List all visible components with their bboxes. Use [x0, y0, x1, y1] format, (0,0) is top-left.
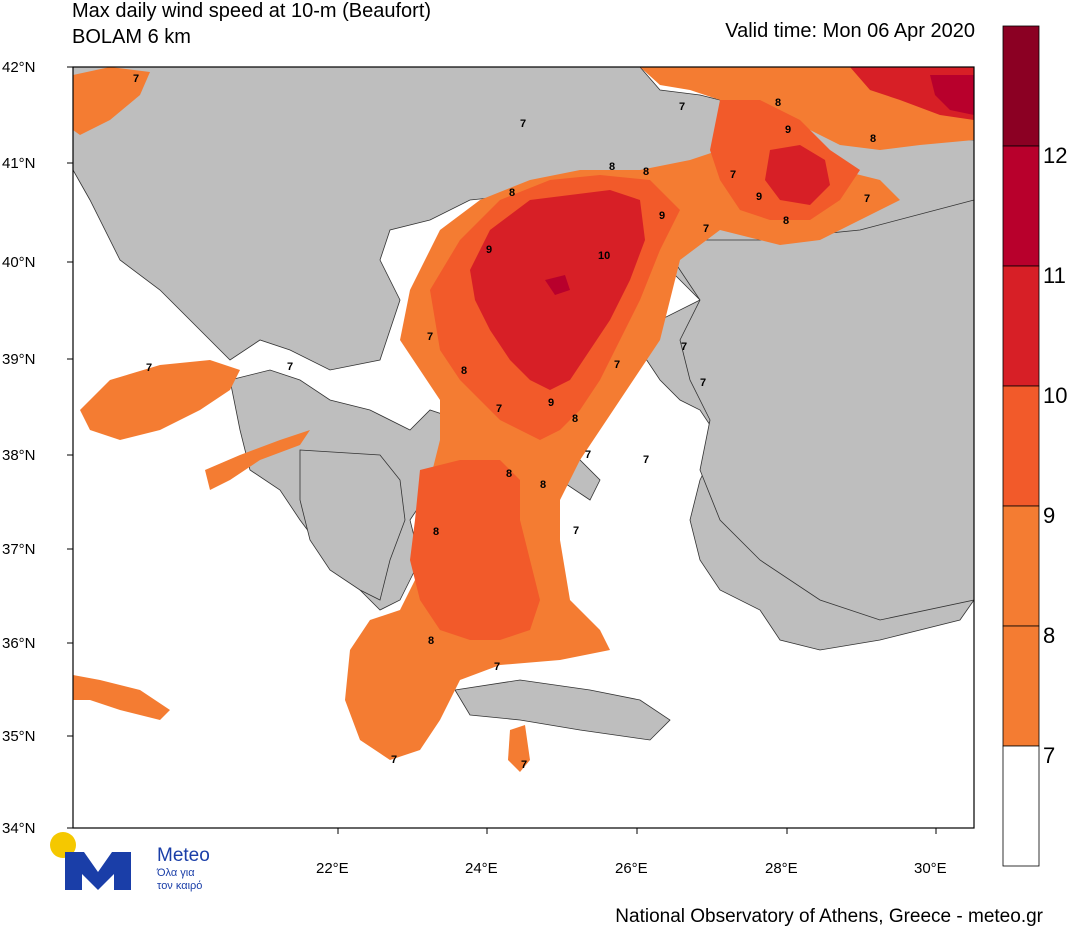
colorbar-label: 12	[1043, 143, 1067, 168]
colorbar-label: 11	[1043, 263, 1066, 288]
contour-label: 7	[520, 118, 526, 130]
x-tick-label: 28°E	[765, 860, 798, 877]
colorbar-bin-12	[1002, 25, 1040, 147]
colorbar-bin-7	[1002, 625, 1040, 747]
y-tick-label: 41°N	[2, 155, 36, 172]
contour-label: 8	[540, 479, 546, 491]
contour-label: 9	[659, 210, 665, 222]
contour-labels: 7 7 8 7 8 8 9 8 9 8 7 8 9 10 9 7 7 7 8 9…	[133, 73, 876, 771]
contour-label: 9	[548, 397, 554, 409]
bf7-area-ionian	[80, 360, 240, 440]
contour-label: 7	[133, 73, 139, 85]
y-tick-label: 37°N	[2, 541, 36, 558]
x-tick-label: 22°E	[316, 860, 349, 877]
model-name: BOLAM 6 km	[72, 26, 191, 48]
colorbar-bin-below-7	[1002, 745, 1040, 867]
x-tick-label: 26°E	[615, 860, 648, 877]
contour-label: 7	[585, 449, 591, 461]
colorbar-bin-11	[1002, 145, 1040, 267]
wind-speed-shading	[73, 67, 974, 772]
contour-label: 7	[643, 454, 649, 466]
contour-label: 7	[573, 525, 579, 537]
axis-ticks	[67, 66, 937, 834]
colorbar-bin-9	[1002, 385, 1040, 507]
contour-label: 7	[496, 403, 502, 415]
bf8-area-cyclades	[410, 460, 540, 640]
bf7-area-northwest	[73, 67, 150, 135]
contour-label: 8	[509, 187, 515, 199]
logo-tagline-2: τον καιρό	[157, 880, 203, 892]
contour-label: 7	[614, 359, 620, 371]
contour-label: 7	[679, 101, 685, 113]
contour-label: 7	[427, 331, 433, 343]
contour-label: 7	[494, 661, 500, 673]
contour-label: 8	[433, 526, 439, 538]
colorbar-bin-8	[1002, 505, 1040, 627]
contour-label: 7	[700, 377, 706, 389]
map-title: Max daily wind speed at 10-m (Beaufort)	[72, 0, 432, 22]
contour-label: 8	[461, 365, 467, 377]
y-tick-label: 36°N	[2, 635, 36, 652]
y-tick-label: 34°N	[2, 820, 36, 837]
bf10-area	[545, 275, 570, 295]
colorbar-bin-10	[1002, 265, 1040, 387]
contour-label: 8	[870, 133, 876, 145]
bf7-area-kasos	[508, 725, 530, 772]
contour-label: 8	[775, 97, 781, 109]
y-tick-label: 40°N	[2, 254, 36, 271]
y-tick-label: 42°N	[2, 59, 36, 76]
contour-label: 7	[146, 362, 152, 374]
y-tick-label: 39°N	[2, 351, 36, 368]
x-tick-label: 24°E	[465, 860, 498, 877]
contour-label: 8	[609, 161, 615, 173]
source-credit: National Observatory of Athens, Greece -…	[615, 906, 1043, 927]
contour-label: 9	[486, 244, 492, 256]
contour-label: 7	[730, 169, 736, 181]
bf10-area-blacksea	[930, 75, 974, 115]
colorbar-label: 8	[1043, 623, 1055, 648]
contour-label: 9	[756, 191, 762, 203]
contour-label: 8	[572, 413, 578, 425]
contour-label: 8	[428, 635, 434, 647]
x-tick-label: 30°E	[914, 860, 947, 877]
bf7-area-libya	[73, 675, 170, 720]
logo-tagline-1: Όλα για	[157, 867, 195, 879]
contour-label: 10	[598, 250, 610, 262]
contour-label: 9	[785, 124, 791, 136]
contour-label: 7	[521, 759, 527, 771]
valid-time: Valid time: Mon 06 Apr 2020	[725, 20, 975, 42]
y-tick-label: 38°N	[2, 447, 36, 464]
contour-label: 7	[287, 361, 293, 373]
map-frame	[72, 66, 975, 829]
contour-label: 8	[643, 166, 649, 178]
contour-label: 7	[703, 223, 709, 235]
meteo-logo-icon	[50, 832, 131, 890]
colorbar-label: 9	[1043, 503, 1055, 528]
contour-label: 7	[391, 754, 397, 766]
logo-name: Meteo	[157, 845, 210, 866]
bf9-area-marmara	[765, 145, 830, 205]
y-tick-label: 35°N	[2, 728, 36, 745]
colorbar	[1002, 25, 1040, 867]
colorbar-label: 7	[1043, 743, 1055, 768]
contour-label: 7	[864, 193, 870, 205]
colorbar-label: 10	[1043, 383, 1067, 408]
meteo-logo: Meteo Όλα για τον καιρό	[157, 845, 210, 893]
contour-label: 8	[783, 215, 789, 227]
contour-label: 7	[681, 341, 687, 353]
contour-label: 8	[506, 468, 512, 480]
bf7-area-corinth	[205, 430, 310, 490]
